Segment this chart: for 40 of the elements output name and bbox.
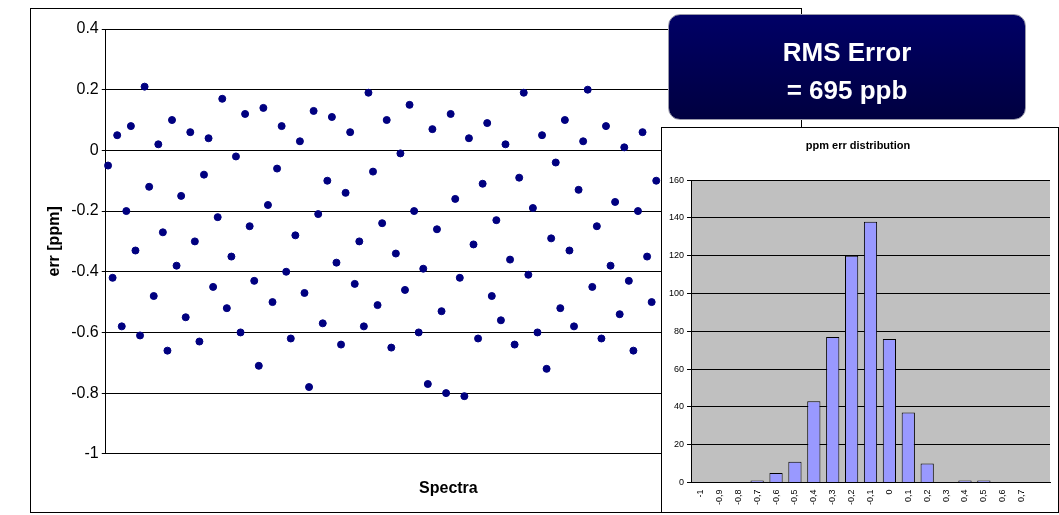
y-tick-label: -0.4 [71,262,99,280]
y-tick-label: -0.2 [71,201,99,219]
x-tick-label: 0,7 [1016,489,1027,503]
x-tick-label: -0,9 [713,489,724,506]
y-tick-label: 140 [668,212,685,223]
x-tick-label: 0,3 [940,489,951,503]
y-tick-label: 0.2 [76,80,99,98]
x-tick-label: 0,5 [978,489,989,503]
y-tick-label: 120 [668,250,685,261]
y-tick-label: 40 [674,401,685,412]
y-tick-label: 60 [674,363,685,374]
y-tick-label: -0.6 [71,322,99,340]
y-tick-label: -1 [84,444,99,462]
text: RMS Error [781,36,913,69]
x-tick-label: 0,6 [997,489,1008,503]
y-tick-label: 100 [668,288,685,299]
x-tick-label: -0,4 [808,489,819,506]
text: = 695 ppb [785,74,909,107]
y-tick-label: -0.8 [71,383,99,401]
y-tick-label: 160 [668,174,685,185]
x-axis-title: Spectra [419,478,478,496]
x-tick-label: -1 [694,489,705,498]
x-tick-label: -0,8 [732,489,743,506]
x-tick-label: -0,7 [751,489,762,506]
y-tick-label: 0.4 [76,19,99,37]
x-tick-label: -0,6 [770,489,781,506]
chart-title: ppm err distribution [805,138,911,151]
y-tick-label: 0 [89,140,99,158]
x-tick-label: 0,4 [959,489,970,503]
x-tick-label: 0,1 [902,489,913,503]
x-tick-label: -0,5 [789,489,800,506]
x-tick-label: -0,1 [864,489,875,506]
x-tick-label: -0,3 [827,489,838,506]
y-tick-label: 0 [679,476,685,487]
x-tick-label: 0 [883,489,894,495]
y-tick-label: 80 [674,325,685,336]
y-axis-title: err [ppm] [45,206,63,277]
y-tick-label: 20 [674,439,685,450]
x-tick-label: 0,2 [921,489,932,503]
x-tick-label: -0,2 [846,489,857,506]
